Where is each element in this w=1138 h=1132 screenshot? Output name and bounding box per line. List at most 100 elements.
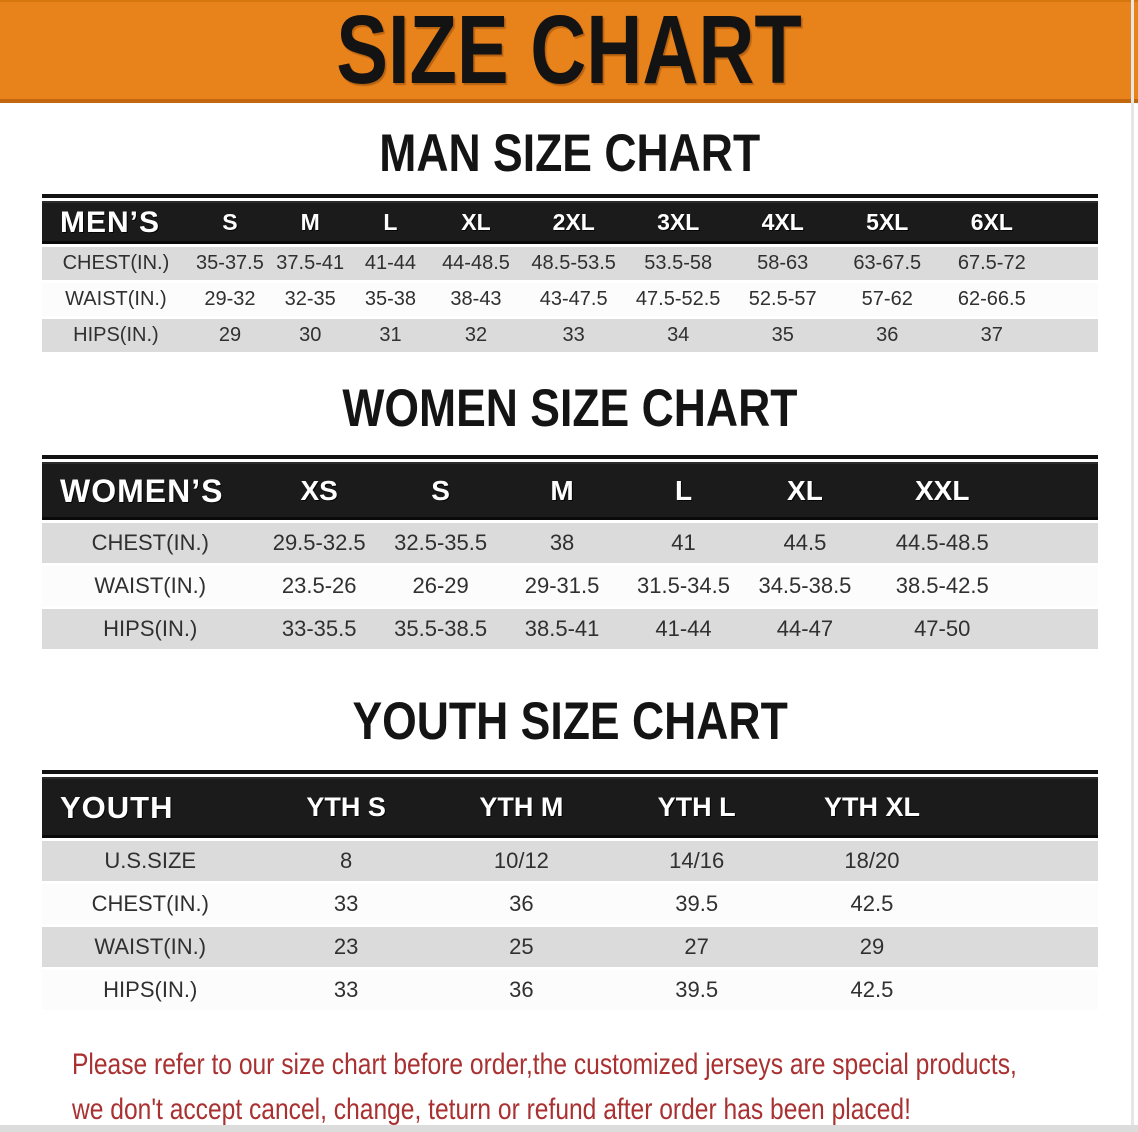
table-row: HIPS(IN.) 33 36 39.5 42.5 <box>42 970 1098 1010</box>
value-cell: 32-35 <box>284 288 336 310</box>
table-header-row: YOUTH YTH S YTH M YTH L YTH XL <box>42 777 1098 838</box>
value-cell: 29 <box>859 934 885 959</box>
value-cell: 41-44 <box>655 616 712 641</box>
value-cell: 37.5-41 <box>276 252 345 274</box>
table-row: WAIST(IN.) 23.5-26 26-29 29-31.5 31.5-34.5 34… <box>42 566 1098 606</box>
value-cell: 63-67.5 <box>853 252 922 274</box>
row-label-cell: U.S.SIZE <box>104 848 197 873</box>
size-header-cell: S <box>222 209 238 235</box>
size-header-cell: M <box>300 209 320 235</box>
value-cell: 32 <box>464 324 488 346</box>
value-cell: 38.5-41 <box>524 616 600 641</box>
section-heading-mens: MAN SIZE CHART <box>42 127 1098 180</box>
row-label-cell: WAIST(IN.) <box>65 288 167 310</box>
value-cell: 18/20 <box>844 848 900 873</box>
value-cell: 23 <box>333 934 359 959</box>
row-label-cell: HIPS(IN.) <box>103 977 198 1002</box>
size-table-youth: YOUTH YTH S YTH M YTH L YTH XL U.S.SIZE 8 10/12… <box>42 770 1098 1010</box>
section-heading-text: WOMEN SIZE CHART <box>342 379 798 438</box>
value-cell: 35-38 <box>364 288 417 310</box>
value-cell: 47-50 <box>914 616 971 641</box>
value-cell: 41-44 <box>364 252 417 274</box>
row-label-cell: CHEST(IN.) <box>91 530 209 555</box>
size-table-mens: MEN’S S M L XL 2XL 3XL 4XL 5XL 6XL CHEST(IN.) 35-37… <box>42 194 1098 352</box>
value-cell: 32.5-35.5 <box>394 530 488 555</box>
table-category-cell: WOMEN’S <box>60 472 224 509</box>
value-cell: 52.5-57 <box>748 288 817 310</box>
banner: SIZE CHART <box>0 0 1138 103</box>
table-category-cell: YOUTH <box>60 789 174 825</box>
value-cell: 8 <box>339 848 353 873</box>
section-heading-text: YOUTH SIZE CHART <box>352 692 788 751</box>
value-cell: 44-47 <box>776 616 834 641</box>
value-cell: 39.5 <box>675 891 719 916</box>
value-cell: 25 <box>509 934 534 959</box>
value-cell: 44.5-48.5 <box>895 530 989 555</box>
value-cell: 43-47.5 <box>539 288 608 310</box>
size-section-youth: YOUTH SIZE CHART YOUTH YTH S YTH M YTH L YTH … <box>42 695 1098 1010</box>
value-cell: 33-35.5 <box>281 616 357 641</box>
table-row: U.S.SIZE 8 10/12 14/16 18/20 <box>42 841 1098 881</box>
size-header-cell: YTH S <box>306 792 386 822</box>
value-cell: 10/12 <box>493 848 549 873</box>
row-label-cell: CHEST(IN.) <box>91 891 209 916</box>
size-header-cell: XL <box>461 209 491 235</box>
section-heading-youth: YOUTH SIZE CHART <box>42 695 1098 748</box>
disclaimer: Please refer to our size chart before or… <box>72 1042 1098 1132</box>
size-header-cell: YTH L <box>657 792 736 822</box>
value-cell: 35-37.5 <box>196 252 264 274</box>
size-section-womens: WOMEN SIZE CHART WOMEN’S XS S M L XL XXL CHEST(I… <box>42 382 1098 649</box>
sections: MAN SIZE CHART MEN’S S M L XL 2XL 3XL 4XL 5XL 6XL C… <box>42 127 1098 1010</box>
content: MAN SIZE CHART MEN’S S M L XL 2XL 3XL 4XL 5XL 6XL C… <box>0 127 1138 1132</box>
size-header-cell: L <box>383 209 398 235</box>
row-label-cell: HIPS(IN.) <box>103 616 198 641</box>
table-header-row: MEN’S S M L XL 2XL 3XL 4XL 5XL 6XL <box>42 201 1098 244</box>
value-cell: 29-32 <box>204 288 256 310</box>
value-cell: 34.5-38.5 <box>758 573 852 598</box>
table-row: WAIST(IN.) 29-32 32-35 35-38 38-43 43-47.5 47.… <box>42 283 1098 316</box>
table-row: CHEST(IN.) 33 36 39.5 42.5 <box>42 884 1098 924</box>
value-cell: 53.5-58 <box>644 252 713 274</box>
value-cell: 31.5-34.5 <box>637 573 730 598</box>
value-cell: 37 <box>980 324 1003 346</box>
size-header-cell: L <box>674 475 693 506</box>
value-cell: 35.5-38.5 <box>394 616 488 641</box>
size-header-cell: XL <box>787 475 823 506</box>
size-header-cell: 6XL <box>970 209 1013 235</box>
value-cell: 14/16 <box>669 848 725 873</box>
size-header-cell: XS <box>300 475 338 506</box>
value-cell: 31 <box>379 324 402 346</box>
table-row: CHEST(IN.) 35-37.5 37.5-41 41-44 44-48.5 48.5… <box>42 247 1098 280</box>
size-header-cell: S <box>431 475 450 506</box>
value-cell: 62-66.5 <box>957 288 1026 310</box>
value-cell: 29-31.5 <box>524 573 600 598</box>
size-header-cell: 5XL <box>866 209 909 235</box>
value-cell: 29.5-32.5 <box>272 530 366 555</box>
value-cell: 44.5 <box>783 530 827 555</box>
value-cell: 30 <box>299 324 322 346</box>
value-cell: 42.5 <box>850 891 894 916</box>
disclaimer-line: we don't accept cancel, change, teturn o… <box>72 1087 1098 1132</box>
size-header-cell: 2XL <box>552 209 595 235</box>
table-category-cell: MEN’S <box>60 205 161 239</box>
row-label-cell: WAIST(IN.) <box>94 934 207 959</box>
value-cell: 57-62 <box>861 288 913 310</box>
value-cell: 44-48.5 <box>442 252 510 274</box>
row-label-cell: HIPS(IN.) <box>73 324 159 346</box>
value-cell: 41 <box>671 530 696 555</box>
table-row: CHEST(IN.) 29.5-32.5 32.5-35.5 38 41 44.5 44.5… <box>42 523 1098 563</box>
table-header-row: WOMEN’S XS S M L XL XXL <box>42 462 1098 520</box>
value-cell: 39.5 <box>675 977 719 1002</box>
table-row: HIPS(IN.) 33-35.5 35.5-38.5 38.5-41 41-44 44-… <box>42 609 1098 649</box>
value-cell: 48.5-53.5 <box>531 252 616 274</box>
page-title: SIZE CHART <box>336 0 802 103</box>
disclaimer-line-2: we don't accept cancel, change, teturn o… <box>72 1093 911 1126</box>
value-cell: 33 <box>333 891 359 916</box>
section-heading-text: MAN SIZE CHART <box>379 124 761 183</box>
value-cell: 26-29 <box>412 573 469 598</box>
size-header-cell: 4XL <box>761 209 804 235</box>
size-header-cell: XXL <box>914 475 970 506</box>
value-cell: 38 <box>549 530 575 555</box>
value-cell: 23.5-26 <box>281 573 357 598</box>
